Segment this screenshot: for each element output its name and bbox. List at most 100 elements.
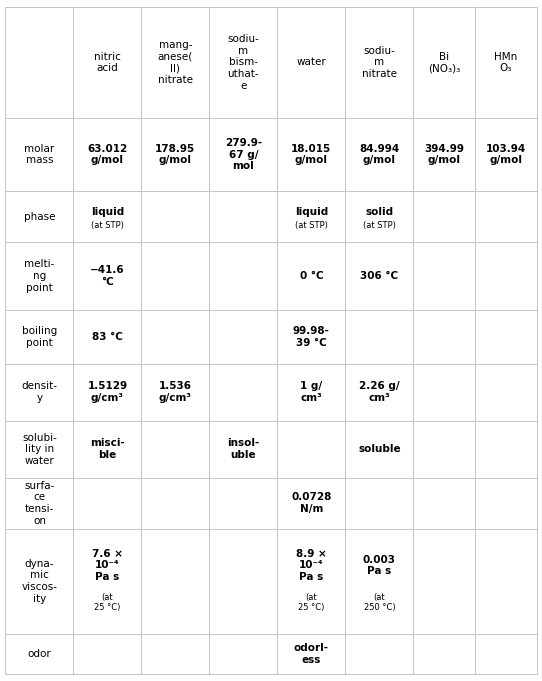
Bar [345,634,414,674]
Bar [278,242,345,310]
Bar [414,118,475,191]
Text: sodiu-
m
bism-
uthat-
e: sodiu- m bism- uthat- e [228,34,259,91]
Bar [73,7,141,118]
Bar [345,528,414,634]
Bar [345,634,414,674]
Bar [73,528,141,634]
Bar [209,310,278,364]
Text: liquid: liquid [295,206,328,217]
Bar [73,364,141,421]
Bar [141,7,209,118]
Bar [475,364,537,421]
Text: misci-
ble: misci- ble [90,439,125,460]
Bar [73,478,141,528]
Bar [73,242,141,310]
Bar [414,191,475,242]
Text: liquid: liquid [91,206,124,217]
Text: 0 °C: 0 °C [300,271,323,281]
Bar [73,242,141,310]
Text: molar
mass: molar mass [24,144,55,165]
Bar [141,364,209,421]
Bar [475,242,537,310]
Bar [141,118,209,191]
Bar [209,528,278,634]
Bar [475,528,537,634]
Bar [278,310,345,364]
Bar [278,421,345,478]
Bar [278,528,345,634]
Bar [278,478,345,528]
Bar [209,118,278,191]
Bar [141,310,209,364]
Bar [475,528,537,634]
Bar [345,7,414,118]
Bar [141,528,209,634]
Text: 394.99
g/mol: 394.99 g/mol [424,144,464,165]
Text: boiling
point: boiling point [22,326,57,347]
Bar [414,242,475,310]
Text: 0.003
Pa s: 0.003 Pa s [363,554,396,576]
Bar [414,191,475,242]
Bar [475,7,537,118]
Text: 2.26 g/
cm³: 2.26 g/ cm³ [359,381,399,403]
Text: odorl-
ess: odorl- ess [294,643,329,665]
Bar [73,310,141,364]
Text: sodiu-
m
nitrate: sodiu- m nitrate [362,46,397,79]
Bar [5,310,73,364]
Bar [141,310,209,364]
Bar [5,242,73,310]
Text: (at
250 °C): (at 250 °C) [364,592,395,612]
Text: (at STP): (at STP) [363,221,396,230]
Bar [345,528,414,634]
Text: 178.95
g/mol: 178.95 g/mol [155,144,196,165]
Bar [141,7,209,118]
Text: odor: odor [28,649,51,659]
Bar [278,118,345,191]
Bar [414,242,475,310]
Bar [475,421,537,478]
Text: 8.9 ×
10⁻⁴
Pa s: 8.9 × 10⁻⁴ Pa s [296,549,327,582]
Bar [278,191,345,242]
Text: water: water [296,57,326,67]
Bar [209,421,278,478]
Bar [73,7,141,118]
Bar [345,118,414,191]
Bar [209,191,278,242]
Bar [73,118,141,191]
Text: (at
25 °C): (at 25 °C) [298,592,325,612]
Bar [73,191,141,242]
Bar [5,478,73,528]
Text: (at
25 °C): (at 25 °C) [94,592,120,612]
Bar [209,242,278,310]
Bar [141,634,209,674]
Bar [5,7,73,118]
Bar [5,118,73,191]
Bar [278,242,345,310]
Bar [73,478,141,528]
Bar [5,421,73,478]
Bar [73,634,141,674]
Text: (at STP): (at STP) [91,221,124,230]
Bar [278,310,345,364]
Bar [278,421,345,478]
Bar [209,191,278,242]
Text: 84.994
g/mol: 84.994 g/mol [359,144,399,165]
Text: solubi-
lity in
water: solubi- lity in water [22,432,57,466]
Bar [278,7,345,118]
Bar [278,528,345,634]
Bar [345,242,414,310]
Bar [278,118,345,191]
Bar [475,191,537,242]
Bar [475,242,537,310]
Bar [209,634,278,674]
Bar [278,364,345,421]
Text: 18.015
g/mol: 18.015 g/mol [291,144,332,165]
Bar [414,528,475,634]
Text: 0.0728
N/m: 0.0728 N/m [291,492,332,514]
Bar [278,478,345,528]
Bar [5,528,73,634]
Text: 279.9-
67 g/
mol: 279.9- 67 g/ mol [225,138,262,171]
Bar [141,634,209,674]
Bar [73,528,141,634]
Bar [141,118,209,191]
